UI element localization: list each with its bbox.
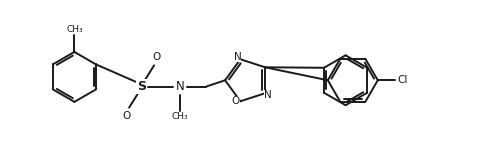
Text: O: O	[153, 52, 161, 62]
Text: CH₃: CH₃	[66, 25, 83, 34]
Text: N: N	[176, 80, 184, 93]
Text: O: O	[231, 96, 240, 106]
Text: O: O	[122, 111, 131, 121]
Text: N: N	[234, 52, 241, 62]
Text: S: S	[137, 80, 146, 93]
Text: N: N	[264, 90, 272, 100]
Text: Cl: Cl	[397, 75, 408, 85]
Text: CH₃: CH₃	[172, 112, 188, 121]
